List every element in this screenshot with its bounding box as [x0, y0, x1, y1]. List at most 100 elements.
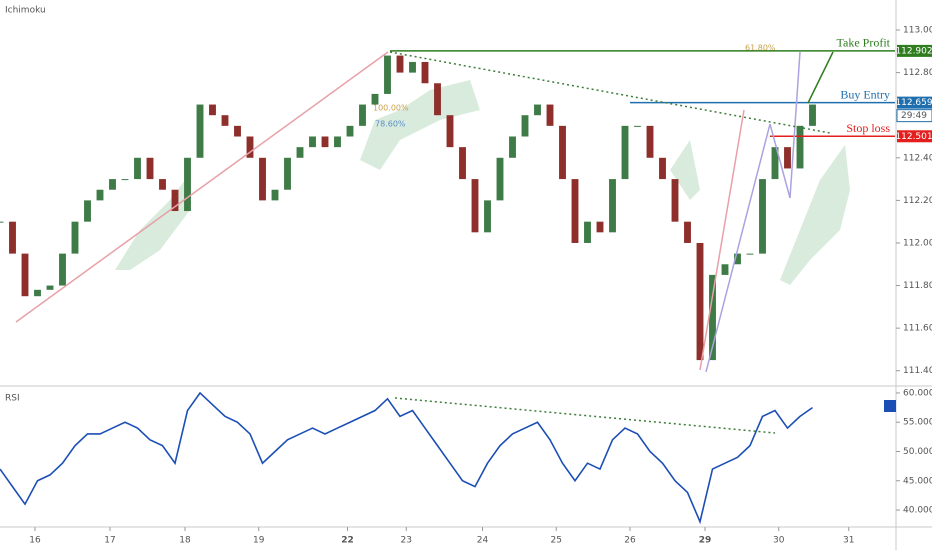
fib-arrow: [769, 123, 791, 199]
candle: [709, 274, 716, 361]
candle: [234, 125, 241, 137]
candle: [334, 136, 341, 148]
price-tag: [897, 44, 932, 57]
candle: [446, 115, 454, 148]
price-tag-label: 112.659: [895, 98, 932, 108]
candle: [559, 125, 566, 180]
candle: [759, 179, 766, 254]
candle: [734, 253, 741, 265]
y-tick-label: 40.0000: [903, 506, 932, 516]
y-tick-label: 112.800: [903, 68, 932, 78]
candle: [109, 179, 116, 190]
candle: [646, 125, 654, 158]
candle: [521, 115, 529, 137]
candle: [509, 136, 516, 158]
x-tick-label: 22: [341, 536, 354, 546]
candle: [396, 55, 404, 73]
candle: [259, 157, 266, 201]
candle: [46, 285, 54, 290]
candle: [659, 157, 666, 180]
candle: [471, 179, 479, 233]
tp-arrow: [807, 51, 834, 104]
y-tick-label: 113.000: [903, 26, 932, 36]
candle: [696, 242, 704, 361]
y-tick-label: 112.200: [903, 196, 932, 206]
level-label: Take Profit: [837, 36, 891, 50]
candle: [784, 147, 791, 169]
candle: [134, 157, 141, 180]
candle: [609, 179, 616, 233]
candle: [796, 125, 804, 169]
candle: [296, 147, 304, 158]
ichimoku-cloud: [115, 80, 850, 285]
candle: [146, 157, 154, 180]
x-tick-label: 29: [699, 536, 712, 546]
candle: [746, 253, 754, 255]
candle: [771, 147, 779, 180]
candle: [459, 147, 466, 180]
candle: [271, 189, 279, 201]
trend-arrow: [15, 51, 389, 323]
candle: [221, 115, 229, 126]
level-label: Buy Entry: [840, 87, 890, 101]
candle: [21, 253, 29, 297]
pane-title: RSI: [5, 394, 20, 404]
candle: [634, 125, 641, 127]
y-tick-label: 111.400: [903, 366, 932, 376]
candle: [546, 104, 554, 126]
x-tick-label: 25: [551, 536, 562, 546]
y-tick-label: 55.0000: [903, 418, 932, 428]
x-tick-label: 18: [179, 536, 191, 546]
candle: [809, 104, 816, 126]
candle: [59, 253, 66, 286]
y-tick-label: 45.0000: [903, 476, 932, 486]
candle: [359, 104, 366, 126]
x-tick-label: 24: [477, 536, 489, 546]
cloud: [670, 140, 700, 200]
candle: [621, 125, 629, 180]
x-tick-label: 16: [29, 536, 41, 546]
x-tick-label: 17: [104, 536, 115, 546]
level-label: Stop loss: [846, 121, 890, 135]
fib-label: 100.00%: [373, 104, 409, 113]
candle: [184, 157, 191, 212]
fib-arrow: [789, 51, 801, 199]
price-tag: [897, 96, 932, 109]
candle: [121, 179, 129, 181]
price-tag: [897, 130, 932, 143]
indicator-label: Ichimoku: [5, 6, 46, 16]
candle: [584, 221, 591, 243]
x-tick-label: 26: [624, 536, 636, 546]
candle: [34, 289, 41, 297]
x-tick-label: 31: [843, 536, 854, 546]
y-tick-label: 50.0000: [903, 447, 932, 457]
candle: [246, 136, 254, 158]
candle: [409, 61, 416, 73]
candle: [196, 104, 204, 158]
trend-arrow: [699, 109, 745, 371]
candle: [596, 221, 604, 233]
cloud: [360, 80, 480, 170]
price-tag-label: 112.902: [895, 46, 932, 56]
candle: [434, 83, 441, 116]
y-tick-label: 111.800: [903, 281, 932, 291]
candle: [684, 221, 691, 243]
countdown-tag: [896, 109, 932, 123]
candle: [571, 179, 579, 243]
rsi-line: [0, 391, 813, 525]
candle: [209, 104, 216, 116]
rsi-trendline: [394, 397, 776, 434]
marks: 16 17 18 19 22 23 24 25 26 29 30 31 113.000 112.800 11…: [0, 26, 932, 546]
candle: [346, 125, 354, 137]
fib-label: 61.80%: [745, 44, 776, 53]
candle: [96, 189, 104, 201]
x-tick-label: 30: [773, 536, 785, 546]
candle: [421, 61, 429, 84]
annotations: [15, 51, 834, 434]
x-tick-label: 23: [401, 536, 412, 546]
candle: [371, 93, 379, 105]
fib-arrow: [705, 123, 771, 373]
